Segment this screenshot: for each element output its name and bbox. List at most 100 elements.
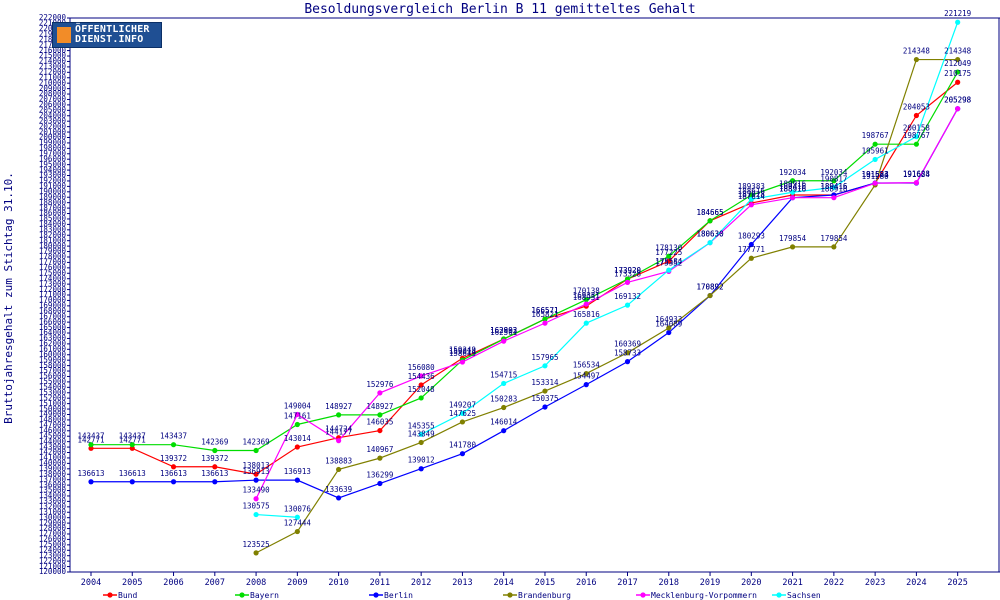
data-label: 158649 [449, 349, 476, 358]
data-label: 154497 [573, 372, 600, 381]
legend: Bund Bayern Berlin Brandenburg Mecklenburg-V… [103, 591, 821, 600]
x-tick-label: 2019 [700, 578, 720, 588]
x-tick-label: 2015 [535, 578, 555, 588]
data-point [336, 466, 342, 473]
data-point [129, 442, 135, 448]
y-tick-label: 171000 [39, 290, 67, 299]
data-point [212, 464, 218, 470]
data-point [831, 178, 837, 184]
legend-swatch-marker [640, 592, 646, 598]
y-tick-label: 126000 [39, 535, 67, 544]
plot-frame [69, 17, 1000, 573]
data-point [748, 241, 754, 248]
data-label: 184665 [697, 208, 724, 217]
data-point [459, 451, 466, 457]
data-label: 136913 [284, 467, 311, 476]
data-label: 189916 [779, 179, 807, 188]
y-tick-label: 151000 [39, 399, 67, 408]
data-label: 189416 [779, 182, 807, 191]
data-point [88, 442, 94, 448]
y-tick-label: 175000 [39, 268, 67, 277]
x-tick-label: 2012 [411, 578, 431, 588]
y-tick-label: 158000 [39, 361, 67, 370]
x-tick-label: 2009 [287, 578, 307, 588]
data-label: 169331 [573, 291, 600, 300]
data-label: 221219 [944, 9, 971, 18]
data-label: 212049 [944, 59, 971, 68]
logo-text-line1: ÖFFENTLICHER [75, 24, 150, 35]
data-point [418, 439, 424, 446]
y-tick-label: 155000 [39, 377, 67, 386]
data-label: 192034 [820, 168, 848, 177]
data-label: 173920 [614, 266, 642, 275]
data-label: 145355 [408, 421, 435, 430]
y-tick-label: 211000 [39, 73, 67, 82]
y-tick-label: 165000 [39, 323, 67, 332]
data-label: 188916 [820, 185, 848, 194]
y-tick-label: 148000 [39, 415, 67, 424]
y-tick-label: 200000 [39, 133, 67, 142]
data-label: 210175 [944, 69, 971, 78]
data-label: 188916 [779, 185, 807, 194]
data-label: 189416 [820, 182, 848, 191]
data-label: 143437 [119, 432, 146, 441]
data-label: 168951 [573, 293, 600, 302]
data-point [583, 301, 589, 307]
y-tick-label: 133000 [39, 497, 67, 506]
data-point [459, 359, 466, 365]
data-point [294, 421, 300, 428]
y-tick-label: 191000 [39, 182, 67, 191]
data-point [872, 156, 878, 163]
y-tick-label: 216000 [39, 46, 67, 55]
y-tick-label: 127000 [39, 529, 67, 538]
data-label: 170892 [697, 283, 724, 292]
logo-text-line2: DIENST.INFO [75, 34, 144, 45]
y-tick-label: 149000 [39, 410, 67, 419]
y-tick-label: 166000 [39, 317, 67, 326]
y-tick-label: 188000 [39, 198, 67, 207]
data-label: 152048 [408, 385, 436, 394]
data-point [377, 390, 383, 396]
data-point [336, 495, 342, 501]
brand-logo: ÖFFENTLICHER DIENST.INFO [52, 22, 162, 48]
y-tick-label: 135000 [39, 486, 67, 495]
y-tick-label: 179000 [39, 247, 67, 256]
data-point [170, 442, 177, 448]
data-label: 205298 [944, 96, 972, 105]
data-label: 164089 [655, 320, 682, 329]
y-tick-label: 146000 [39, 426, 67, 435]
data-point [253, 496, 259, 502]
data-point [913, 180, 920, 186]
data-point [253, 550, 259, 556]
y-tick-label: 130000 [39, 513, 67, 522]
y-tick-label: 210000 [39, 78, 67, 87]
data-label: 157965 [531, 353, 558, 362]
y-tick-label: 189000 [39, 192, 67, 201]
y-tick-label: 161000 [39, 345, 67, 354]
data-point [748, 192, 754, 198]
legend-swatch-marker [239, 592, 245, 598]
y-tick-label: 204000 [39, 111, 67, 120]
y-tick-label: 184000 [39, 220, 67, 229]
y-tick-label: 195000 [39, 160, 67, 169]
y-tick-label: 185000 [39, 214, 67, 223]
data-label: 191688 [903, 170, 931, 179]
data-point [377, 455, 383, 461]
y-tick-label: 174000 [39, 274, 67, 283]
data-point [831, 184, 837, 190]
data-point [253, 471, 259, 477]
y-tick-label: 192000 [39, 176, 67, 185]
x-tick-label: 2018 [659, 578, 679, 588]
data-label: 142369 [243, 438, 270, 447]
y-tick-label: 120000 [39, 567, 67, 576]
series-line [91, 81, 959, 475]
data-label: 177771 [738, 245, 765, 254]
data-label: 136613 [160, 469, 187, 478]
series-lines [88, 19, 961, 556]
data-label: 136613 [201, 469, 228, 478]
y-tick-label: 150000 [39, 404, 67, 413]
x-tick-label: 2008 [246, 578, 266, 588]
legend-label: Bayern [250, 591, 279, 600]
y-tick-label: 134000 [39, 491, 67, 500]
x-tick-label: 2020 [741, 578, 761, 588]
